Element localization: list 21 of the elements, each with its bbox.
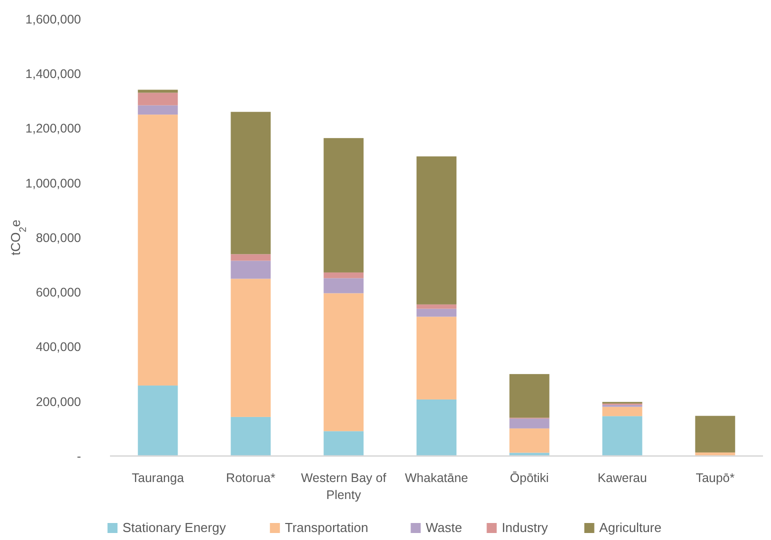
x-tick-label: Whakatāne: [404, 471, 468, 485]
y-tick-label: 1,000,000: [25, 176, 82, 190]
x-tick-label: Ōpōtiki: [510, 471, 549, 485]
x-tick-label: Kawerau: [598, 471, 647, 485]
y-tick-label: -: [76, 449, 81, 464]
y-tick-label: 200,000: [36, 394, 82, 409]
x-tick-label: Taupō*: [696, 471, 735, 485]
x-tick-label: Western Bay of Plenty: [300, 471, 387, 502]
legend-label: Transportation: [284, 520, 368, 535]
y-tick-label: 600,000: [36, 286, 82, 300]
legend-label: Stationary Energy: [122, 520, 226, 535]
y-tick-label: 800,000: [36, 230, 82, 245]
y-tick-label: 1,400,000: [25, 67, 82, 81]
x-tick-label: Tauranga: [132, 471, 184, 485]
y-tick-label: 400,000: [36, 340, 82, 354]
legend-label: Waste: [426, 520, 462, 535]
legend-label: Industry: [502, 520, 548, 535]
legend-label: Agriculture: [599, 520, 662, 535]
y-tick-label: 1,600,000: [25, 12, 82, 26]
x-tick-label: Rotorua*: [226, 471, 276, 485]
y-tick-label: 1,200,000: [25, 122, 82, 136]
